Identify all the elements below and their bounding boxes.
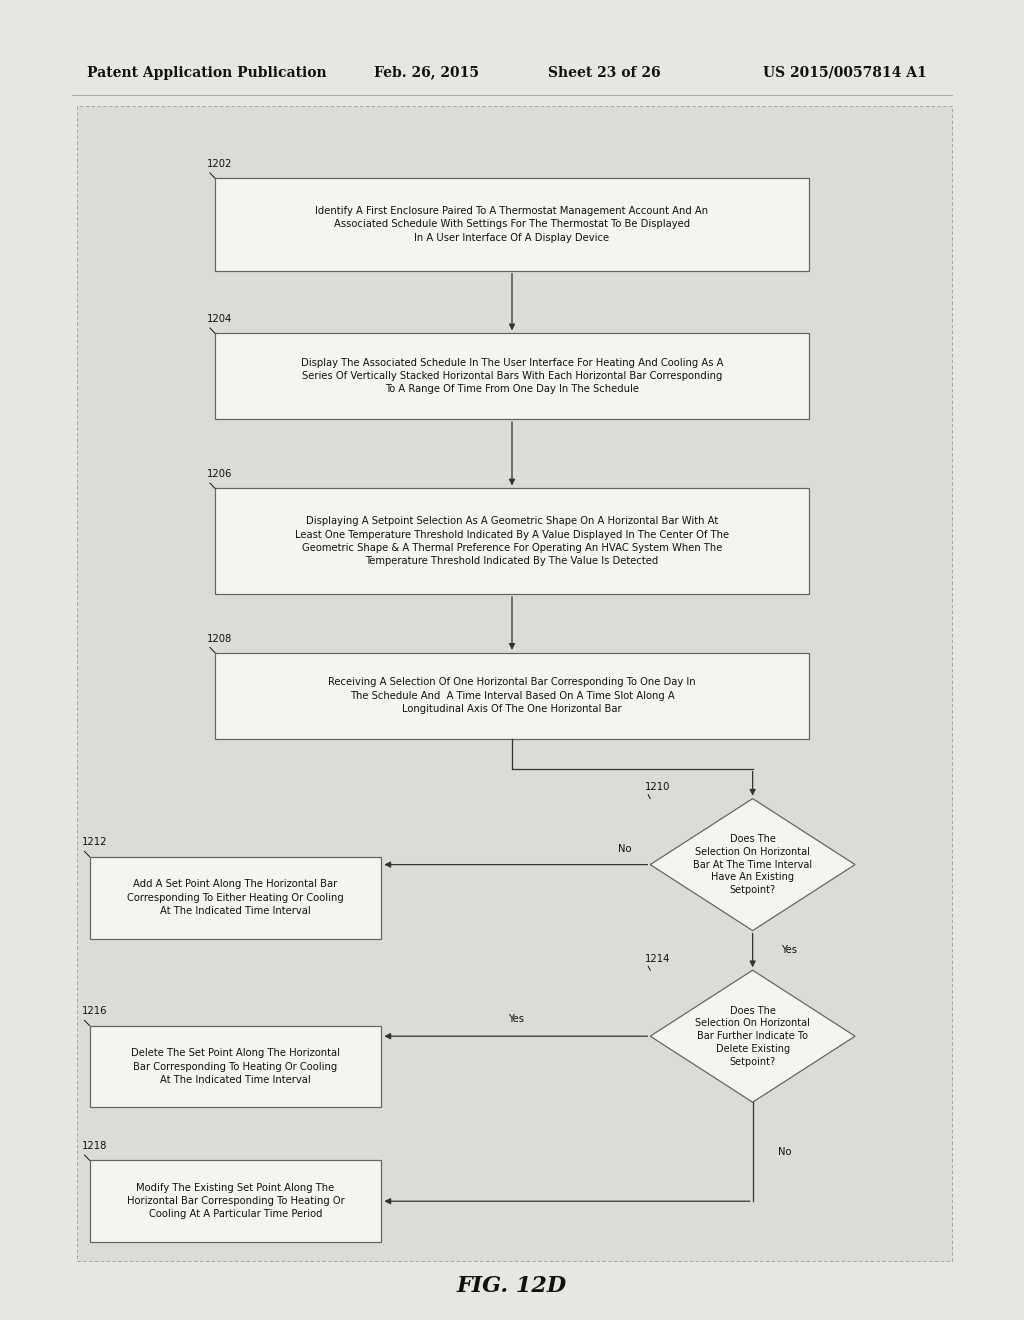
Text: Add A Set Point Along The Horizontal Bar
Corresponding To Either Heating Or Cool: Add A Set Point Along The Horizontal Bar… [127,879,344,916]
Text: 1218: 1218 [82,1140,106,1151]
FancyBboxPatch shape [90,1026,381,1107]
Text: US 2015/0057814 A1: US 2015/0057814 A1 [763,66,927,79]
Text: Modify The Existing Set Point Along The
Horizontal Bar Corresponding To Heating : Modify The Existing Set Point Along The … [127,1183,344,1220]
Text: Displaying A Setpoint Selection As A Geometric Shape On A Horizontal Bar With At: Displaying A Setpoint Selection As A Geo… [295,516,729,566]
Text: 1216: 1216 [82,1006,106,1016]
Text: 1204: 1204 [207,314,232,325]
Text: Yes: Yes [508,1014,524,1024]
Text: Receiving A Selection Of One Horizontal Bar Corresponding To One Day In
The Sche: Receiving A Selection Of One Horizontal … [328,677,696,714]
Polygon shape [650,970,855,1102]
Text: 1210: 1210 [645,781,671,792]
Text: FIG. 12D: FIG. 12D [457,1275,567,1296]
Text: Yes: Yes [781,945,798,956]
Text: 1212: 1212 [82,837,106,847]
Text: 1202: 1202 [207,158,232,169]
Polygon shape [650,799,855,931]
FancyBboxPatch shape [215,488,809,594]
Text: Feb. 26, 2015: Feb. 26, 2015 [374,66,479,79]
Text: Sheet 23 of 26: Sheet 23 of 26 [548,66,660,79]
Text: No: No [617,843,632,854]
Text: Identify A First Enclosure Paired To A Thermostat Management Account And An
Asso: Identify A First Enclosure Paired To A T… [315,206,709,243]
Text: Display The Associated Schedule In The User Interface For Heating And Cooling As: Display The Associated Schedule In The U… [301,358,723,395]
Text: 1208: 1208 [207,634,232,644]
FancyBboxPatch shape [215,652,809,739]
Bar [77,106,952,1261]
Text: 1214: 1214 [645,953,671,964]
Text: Does The
Selection On Horizontal
Bar At The Time Interval
Have An Existing
Setpo: Does The Selection On Horizontal Bar At … [693,834,812,895]
FancyBboxPatch shape [90,1160,381,1242]
FancyBboxPatch shape [215,333,809,420]
Text: 1206: 1206 [207,469,232,479]
FancyBboxPatch shape [215,178,809,271]
FancyBboxPatch shape [90,857,381,939]
Text: Does The
Selection On Horizontal
Bar Further Indicate To
Delete Existing
Setpoin: Does The Selection On Horizontal Bar Fur… [695,1006,810,1067]
Text: Delete The Set Point Along The Horizontal
Bar Corresponding To Heating Or Coolin: Delete The Set Point Along The Horizonta… [131,1048,340,1085]
Text: No: No [778,1147,792,1156]
Text: Patent Application Publication: Patent Application Publication [87,66,327,79]
